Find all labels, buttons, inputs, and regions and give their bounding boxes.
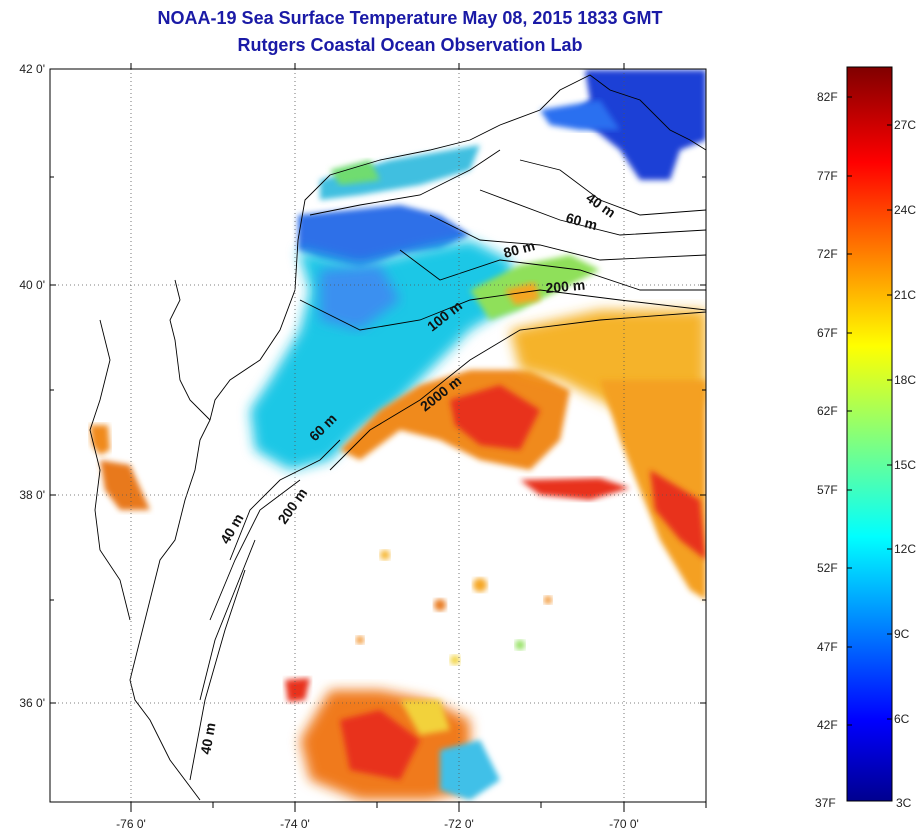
sst-patch-shelf-blue <box>320 265 400 330</box>
colorbar-c-label: 6C <box>894 712 910 726</box>
sst-patch-li-west <box>330 160 380 185</box>
sst-patch-south-red-core <box>340 710 420 780</box>
sst-patch-cape-cod <box>540 100 620 130</box>
sst-patch-east-core <box>650 470 706 560</box>
isobath-200m-shelf <box>299 289 706 331</box>
isobath-100m <box>399 249 706 291</box>
lat-label: 40 0' <box>19 278 45 292</box>
colorbar-c-label: 12C <box>894 542 917 556</box>
lat-label: 36 0' <box>19 696 45 710</box>
map-frame <box>49 68 707 803</box>
sst-patch-warm-eddy-north <box>505 282 540 305</box>
sst-speck <box>356 636 364 644</box>
sst-patch-gulf-stream-core <box>450 385 540 450</box>
colorbar-c-label: 15C <box>894 458 917 472</box>
coastline-main <box>129 74 706 801</box>
sst-patch-long-island <box>320 145 480 200</box>
map-subtitle: Rutgers Coastal Ocean Observation Lab <box>237 35 583 55</box>
sst-speck <box>434 599 446 611</box>
colorbar-f-label: 77F <box>817 169 838 183</box>
sst-patch-ny-bight <box>298 205 470 270</box>
graticule <box>50 69 706 802</box>
sst-patch-south-cyan <box>440 740 500 800</box>
sst-speck <box>544 596 552 604</box>
colorbar-c-label: 9C <box>894 627 910 641</box>
sst-patch-chesapeake-south <box>100 460 150 510</box>
coastline-long-island <box>309 149 501 216</box>
colorbar-c-label: 24C <box>894 203 917 217</box>
isobath-label: 200 m <box>545 277 586 296</box>
sst-patch-hatteras <box>285 678 310 702</box>
coastline-bay-west <box>89 319 131 621</box>
isobath-south-1 <box>229 439 341 561</box>
sst-patch-chesapeake <box>90 425 110 455</box>
isobath-south-2 <box>209 479 301 621</box>
colorbar-f-label: 67F <box>817 326 838 340</box>
colorbar-c-label: 3C <box>896 796 912 810</box>
lat-label: 42 0' <box>19 62 45 76</box>
lon-label: -72 0' <box>444 817 474 831</box>
colorbar-f-label: 47F <box>817 640 838 654</box>
coastline-layer <box>89 74 706 801</box>
map-title: NOAA-19 Sea Surface Temperature May 08, … <box>157 8 663 28</box>
isobath-label: 80 m <box>502 237 537 261</box>
lon-label: -76 0' <box>116 817 146 831</box>
sst-speck <box>380 550 390 560</box>
colorbar-f-label: 62F <box>817 404 838 418</box>
colorbar-c-label: 18C <box>894 373 917 387</box>
colorbar-f-label: 37F <box>815 796 836 810</box>
colorbar <box>846 66 893 802</box>
isobath-40m-north <box>519 159 706 216</box>
colorbar-f-label: 42F <box>817 718 838 732</box>
isobath-2000m <box>329 311 706 471</box>
isobath-label: 40 m <box>197 721 218 755</box>
isobath-south-3 <box>199 539 256 701</box>
tick-marks <box>50 63 707 812</box>
sst-patch-south-red <box>520 478 630 500</box>
isobath-80m <box>429 214 706 261</box>
isobath-label: 200 m <box>274 485 310 527</box>
isobath-south-4 <box>189 569 246 781</box>
isobath-label: 60 m <box>564 209 599 233</box>
colorbar-f-label: 72F <box>817 247 838 261</box>
sst-patch-gulf-of-maine <box>575 70 706 180</box>
lat-label: 38 0' <box>19 488 45 502</box>
colorbar-c-label: 21C <box>894 288 917 302</box>
lon-label: -74 0' <box>280 817 310 831</box>
sst-speck <box>473 578 487 592</box>
colorbar-f-label: 52F <box>817 561 838 575</box>
lon-label: -70 0' <box>609 817 639 831</box>
colorbar-f-label: 82F <box>817 90 838 104</box>
colorbar-f-label: 57F <box>817 483 838 497</box>
colorbar-c-label: 27C <box>894 118 917 132</box>
sst-patch-shelf <box>250 240 520 470</box>
isobath-60m-north <box>479 189 706 236</box>
sst-speck <box>450 655 460 665</box>
sst-speck <box>515 640 525 650</box>
coastline-delmarva <box>169 279 211 421</box>
colorbar-ticks <box>847 96 892 726</box>
sst-data-layer <box>90 70 706 800</box>
sst-patch-south-yellow <box>400 700 450 735</box>
